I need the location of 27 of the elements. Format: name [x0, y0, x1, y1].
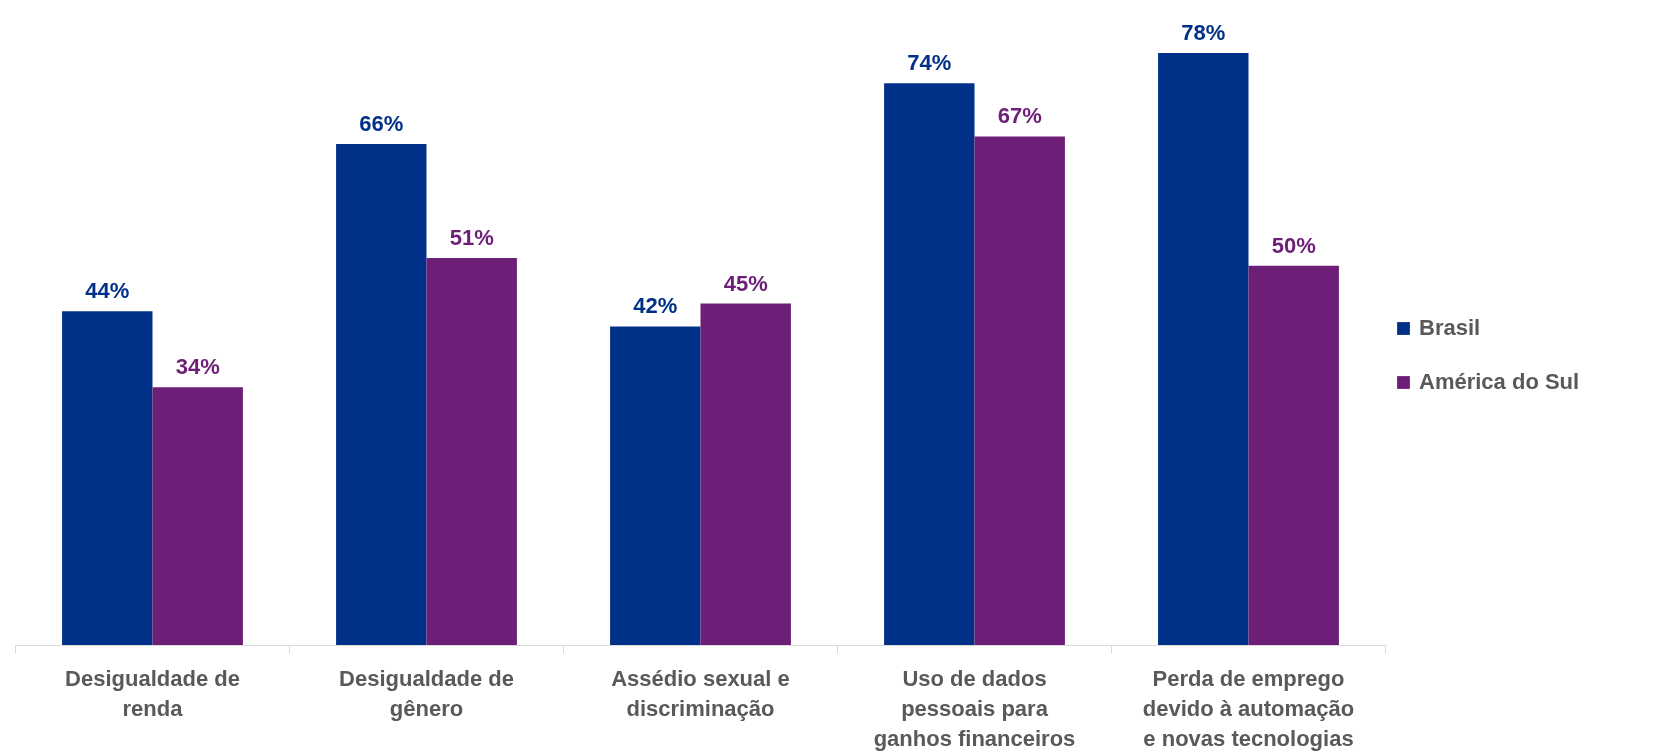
x-tick-label: Perda de emprego devido à automação e novas tecnologias [1142, 665, 1355, 751]
x-tick-label: Desigualdade de gênero [339, 665, 514, 721]
bar [1158, 52, 1249, 646]
data-label: 34% [175, 354, 220, 380]
data-label: 67% [997, 103, 1042, 129]
data-label: 42% [633, 293, 678, 319]
bar [336, 144, 427, 646]
data-label: 45% [723, 270, 768, 296]
data-label: 66% [359, 111, 404, 137]
data-label: 50% [1271, 232, 1316, 258]
x-tick-label: Assédio sexual e discriminação [611, 665, 790, 721]
x-tick-label: Desigualdade de renda [65, 665, 240, 721]
legend-label: Brasil [1419, 315, 1481, 341]
bar [884, 83, 975, 646]
x-tick-label: Uso de dados pessoais para ganhos financeiros [873, 665, 1076, 751]
bar [610, 326, 701, 646]
bar [1248, 265, 1339, 646]
bar [974, 136, 1065, 646]
legend-label: América do Sul [1419, 369, 1580, 395]
bar [62, 311, 153, 646]
data-label: 78% [1181, 19, 1226, 45]
bar [152, 387, 243, 646]
data-label: 74% [907, 50, 952, 76]
bar [700, 303, 791, 646]
data-label: 44% [85, 278, 130, 304]
bar [426, 258, 517, 646]
data-label: 51% [449, 225, 494, 251]
